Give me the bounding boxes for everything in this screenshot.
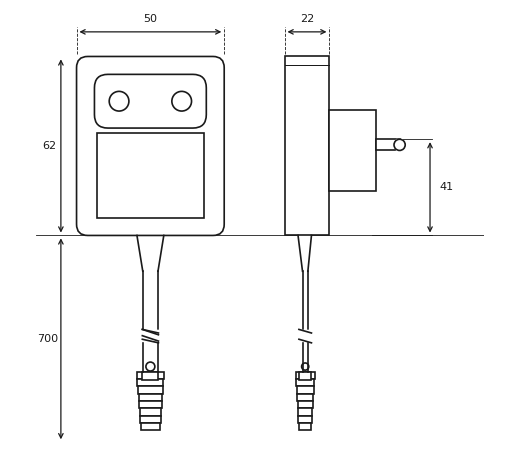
FancyBboxPatch shape xyxy=(76,57,224,236)
Bar xyxy=(376,139,399,150)
Bar xyxy=(329,110,376,191)
Bar xyxy=(300,372,311,380)
Bar xyxy=(140,423,160,430)
Bar xyxy=(139,394,162,401)
Text: 22: 22 xyxy=(300,14,314,24)
Bar xyxy=(142,372,159,380)
Bar xyxy=(297,401,313,408)
Text: 700: 700 xyxy=(37,334,58,344)
Bar xyxy=(284,57,329,236)
Bar xyxy=(298,408,313,415)
Bar xyxy=(296,372,315,379)
FancyBboxPatch shape xyxy=(95,74,206,128)
Text: 62: 62 xyxy=(43,141,57,151)
Bar xyxy=(137,372,164,379)
Bar xyxy=(297,394,313,401)
Bar xyxy=(296,379,314,386)
Bar xyxy=(97,133,204,217)
Bar xyxy=(297,386,314,394)
Polygon shape xyxy=(137,236,164,271)
Polygon shape xyxy=(298,236,311,271)
Text: 50: 50 xyxy=(144,14,158,24)
Bar xyxy=(299,423,311,430)
Bar xyxy=(140,408,161,415)
Bar xyxy=(138,386,163,394)
Polygon shape xyxy=(141,330,160,342)
Polygon shape xyxy=(297,330,313,342)
Bar xyxy=(139,401,162,408)
Text: 41: 41 xyxy=(440,183,454,193)
Bar xyxy=(298,415,312,423)
Bar xyxy=(137,379,163,386)
Bar xyxy=(140,415,161,423)
